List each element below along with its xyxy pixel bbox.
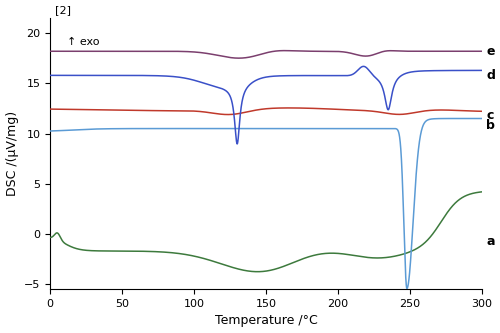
Text: ↑ exo: ↑ exo <box>68 37 100 47</box>
Text: a: a <box>486 235 494 248</box>
Text: d: d <box>486 69 495 82</box>
X-axis label: Temperature /°C: Temperature /°C <box>214 314 318 327</box>
Y-axis label: DSC /(μV/mg): DSC /(μV/mg) <box>6 111 18 196</box>
Text: e: e <box>486 45 494 58</box>
Text: [2]: [2] <box>54 5 70 15</box>
Text: c: c <box>486 109 494 122</box>
Text: b: b <box>486 119 495 132</box>
